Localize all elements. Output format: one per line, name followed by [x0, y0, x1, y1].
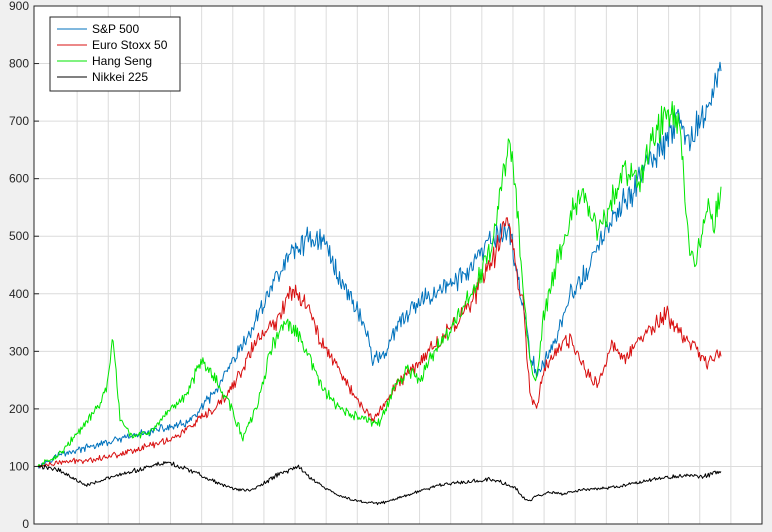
series-line-1: [37, 217, 722, 469]
series-line-3: [37, 461, 722, 506]
y-tick-label: 100: [9, 459, 29, 473]
y-tick-label: 700: [9, 114, 29, 128]
y-tick-label: 0: [22, 517, 29, 531]
series-line-2: [37, 101, 722, 467]
y-tick-label: 300: [9, 344, 29, 358]
legend-label: Hang Seng: [92, 54, 152, 68]
plot-area: [34, 6, 762, 524]
y-tick-label: 600: [9, 172, 29, 186]
y-tick-label: 500: [9, 229, 29, 243]
legend-label: S&P 500: [92, 22, 139, 36]
legend-label: Nikkei 225: [92, 70, 148, 84]
y-tick-label: 800: [9, 57, 29, 71]
legend-label: Euro Stoxx 50: [92, 38, 168, 52]
legend: S&P 500 Euro Stoxx 50 Hang Seng Nikkei 225: [49, 16, 181, 92]
y-axis-ticks: 0 100 200 300 400 500 600 700 800 900: [9, 0, 39, 531]
y-tick-label: 900: [9, 0, 29, 13]
plot-border: [33, 5, 763, 525]
series-group: [37, 61, 722, 506]
y-tick-label: 400: [9, 287, 29, 301]
y-tick-label: 200: [9, 402, 29, 416]
